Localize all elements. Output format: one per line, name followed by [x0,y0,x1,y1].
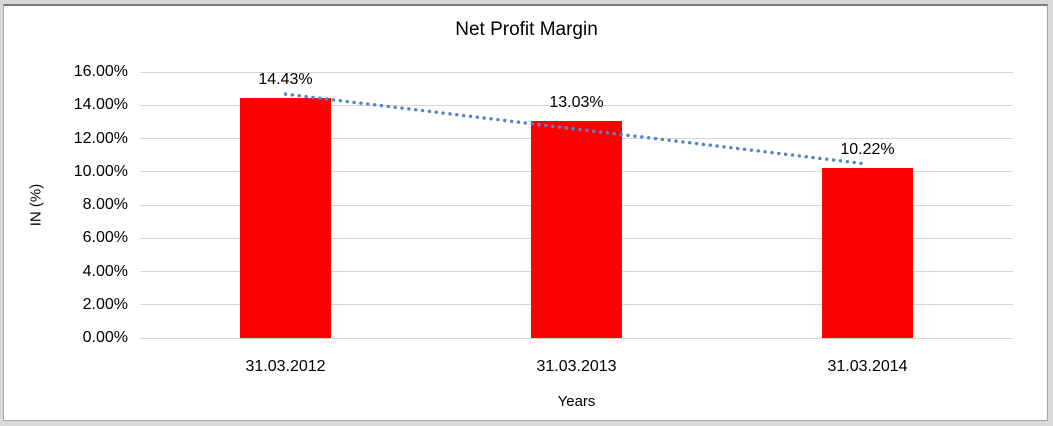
bar-31.03.2013 [531,121,622,338]
y-tick-label: 10.00% [73,162,128,180]
gridline [140,337,1013,339]
gridline [140,71,1013,73]
y-tick-label: 8.00% [82,196,128,213]
y-tick-label: 6.00% [82,229,128,247]
y-tick-label: 4.00% [82,262,128,280]
bar-value-label: 14.43% [258,71,313,89]
trendline [283,92,870,166]
y-tick-label: 0.00% [82,329,128,346]
bar-31.03.2014 [822,168,913,338]
chart-title: Net Profit Margin [455,19,598,40]
x-tick-label: 31.03.2012 [245,358,326,375]
y-tick-label: 12.00% [73,129,128,147]
y-tick-label: 14.00% [73,96,128,114]
plot-area: 14.43% 31.03.2012 13.03% 31.03.2013 10.22% 31… [140,71,1013,375]
x-tick-label: 31.03.2014 [827,358,908,375]
gridline [140,104,1013,106]
x-tick-label: 31.03.2013 [536,358,617,375]
bar-value-label: 10.22% [840,141,895,159]
y-tick-label: 16.00% [73,63,128,80]
y-tick-label: 2.00% [82,295,128,313]
bar-31.03.2012 [240,98,331,338]
x-axis-title: Years [557,393,596,410]
y-axis-ticks: 0.00% 2.00% 4.00% 6.00% 8.00% 10.00% 12.00% 14.… [20,63,128,346]
bar-value-label: 13.03% [549,94,604,112]
